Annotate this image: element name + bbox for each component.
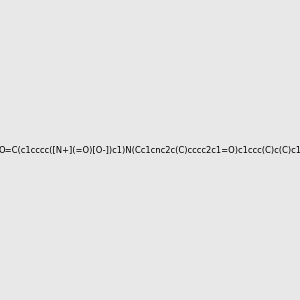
Text: O=C(c1cccc([N+](=O)[O-])c1)N(Cc1cnc2c(C)cccc2c1=O)c1ccc(C)c(C)c1: O=C(c1cccc([N+](=O)[O-])c1)N(Cc1cnc2c(C)…	[0, 146, 300, 154]
